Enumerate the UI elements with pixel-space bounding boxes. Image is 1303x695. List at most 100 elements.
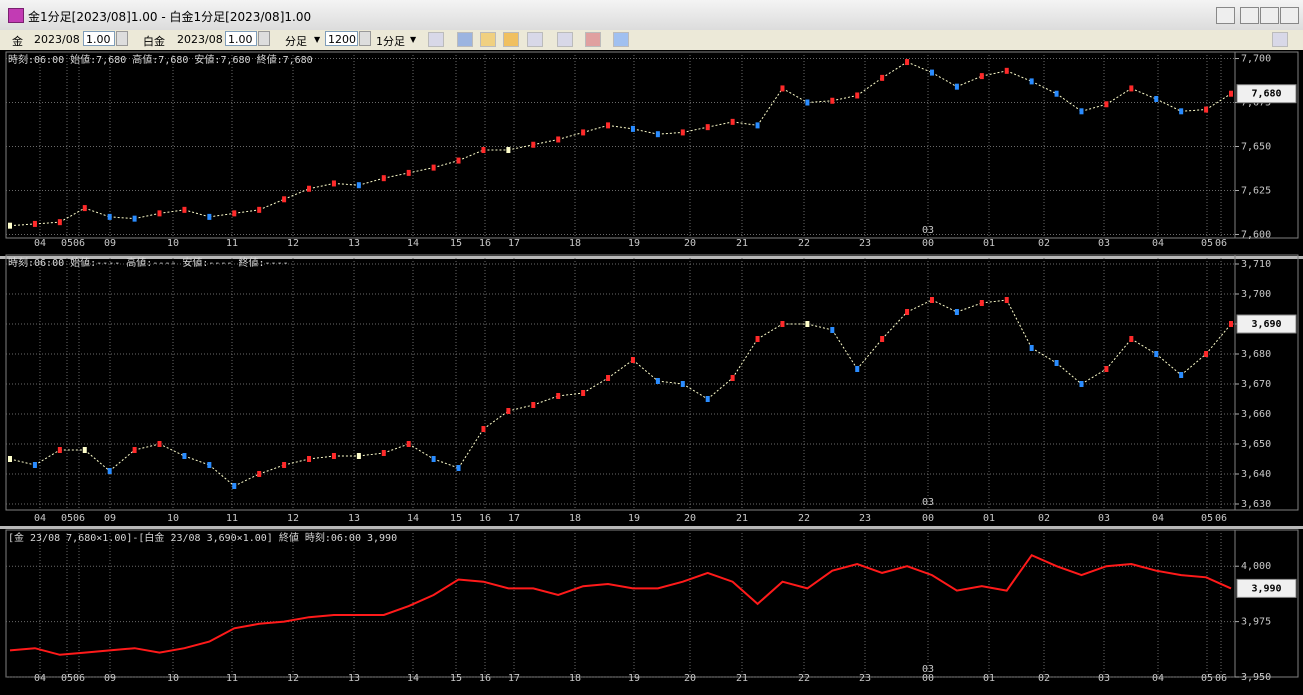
restore-button[interactable] — [1216, 7, 1235, 24]
x-tick-label: 04 — [34, 513, 46, 524]
candle — [406, 169, 411, 176]
connector — [707, 377, 733, 400]
connector — [283, 188, 310, 200]
x-tick-label: 13 — [348, 513, 360, 524]
settings-button[interactable] — [1272, 32, 1288, 47]
candle — [630, 125, 635, 132]
candle — [880, 336, 885, 342]
candle — [257, 471, 262, 477]
candle — [1029, 78, 1034, 85]
candle — [481, 426, 486, 432]
candle — [456, 465, 461, 471]
connector — [84, 207, 110, 218]
y-tick-label: 3,710 — [1241, 259, 1271, 270]
timeframe-dropdown[interactable]: 1分足 — [376, 35, 405, 48]
connector — [832, 94, 858, 102]
connector — [1131, 87, 1157, 100]
candle — [680, 129, 685, 136]
connector — [1031, 80, 1057, 95]
draw-tool-button[interactable] — [527, 32, 543, 47]
candle — [705, 396, 710, 402]
x-tick-label: 05 — [61, 673, 73, 684]
x-tick-label: 20 — [684, 238, 696, 249]
x-tick-label: 09 — [104, 238, 116, 249]
x-tick-label: 04 — [1152, 513, 1164, 524]
connector — [906, 299, 933, 313]
candle — [655, 131, 660, 138]
x-tick-label: 10 — [167, 513, 179, 524]
candle — [182, 206, 187, 213]
candle — [1054, 360, 1059, 366]
y-tick-label: 3,650 — [1241, 439, 1271, 450]
maximize-button[interactable] — [1260, 7, 1279, 24]
connector — [1081, 368, 1107, 385]
connector — [234, 209, 260, 214]
multiplier-input[interactable]: 1.00 — [225, 31, 257, 46]
candle — [481, 147, 486, 154]
close-button[interactable] — [1280, 7, 1299, 24]
y-tick-label: 3,700 — [1241, 289, 1271, 300]
candle — [606, 122, 611, 129]
candle — [954, 83, 959, 90]
dropdown-arrow[interactable]: ▼ — [410, 35, 417, 44]
candle — [1129, 85, 1134, 92]
x-tick-label: 04 — [1152, 673, 1164, 684]
connector — [209, 212, 235, 218]
candle — [1229, 321, 1233, 327]
x-tick-label: 04 — [1152, 238, 1164, 249]
instrument-label: 金 — [12, 35, 23, 48]
connector — [383, 172, 409, 179]
x-tick-label: 04 — [34, 238, 46, 249]
connector — [234, 473, 260, 487]
last-value-box — [1236, 314, 1297, 334]
x-tick-label: 06 — [73, 673, 85, 684]
bar-count-input[interactable]: 1200 — [325, 31, 358, 46]
x-tick-label: 20 — [684, 513, 696, 524]
x-tick-label: 10 — [167, 238, 179, 249]
spinner[interactable] — [359, 31, 371, 46]
connector — [358, 452, 384, 457]
hand-tool-button[interactable] — [480, 32, 496, 47]
x-tick-label: 12 — [287, 673, 299, 684]
select-tool-button[interactable] — [457, 32, 473, 47]
x-tick-label: 09 — [104, 513, 116, 524]
connector — [433, 458, 459, 469]
dropdown-arrow[interactable]: ▼ — [314, 35, 321, 44]
y-tick-label: 3,660 — [1241, 409, 1271, 420]
connector — [757, 88, 783, 126]
candle-button[interactable] — [585, 32, 601, 47]
tool-button[interactable] — [428, 32, 444, 47]
x-tick-label: 05 — [1201, 673, 1213, 684]
y-tick-label: 7,700 — [1241, 54, 1271, 65]
x-tick-label: 23 — [859, 513, 871, 524]
connector — [258, 198, 285, 211]
candle — [57, 447, 62, 453]
connector — [856, 77, 883, 96]
x-tick-label: 05 — [61, 513, 73, 524]
candle — [282, 196, 287, 203]
x-tick-label: 11 — [226, 513, 238, 524]
x-tick-label: 12 — [287, 513, 299, 524]
connector — [533, 138, 559, 146]
x-tick-label: 01 — [983, 513, 995, 524]
pen-tool-button[interactable] — [503, 32, 519, 47]
app-icon — [8, 8, 24, 23]
x-tick-label: 03 — [1098, 238, 1110, 249]
x-tick-label: 19 — [628, 673, 640, 684]
y-tick-label: 7,650 — [1241, 142, 1271, 153]
candle — [805, 321, 810, 327]
connector — [383, 443, 409, 454]
x-tick-label: 02 — [1038, 238, 1050, 249]
multiplier-input[interactable]: 1.00 — [83, 31, 115, 46]
timeframe-unit-dropdown[interactable]: 分足 — [285, 35, 307, 48]
chart-type-button[interactable] — [557, 32, 573, 47]
candle — [556, 136, 561, 143]
minimize-button[interactable] — [1240, 7, 1259, 24]
spinner[interactable] — [116, 31, 128, 46]
connector — [1181, 109, 1207, 112]
candle — [57, 219, 62, 226]
refresh-button[interactable] — [613, 32, 629, 47]
spinner[interactable] — [258, 31, 270, 46]
candle — [730, 118, 735, 125]
x-tick-label: 16 — [479, 238, 491, 249]
